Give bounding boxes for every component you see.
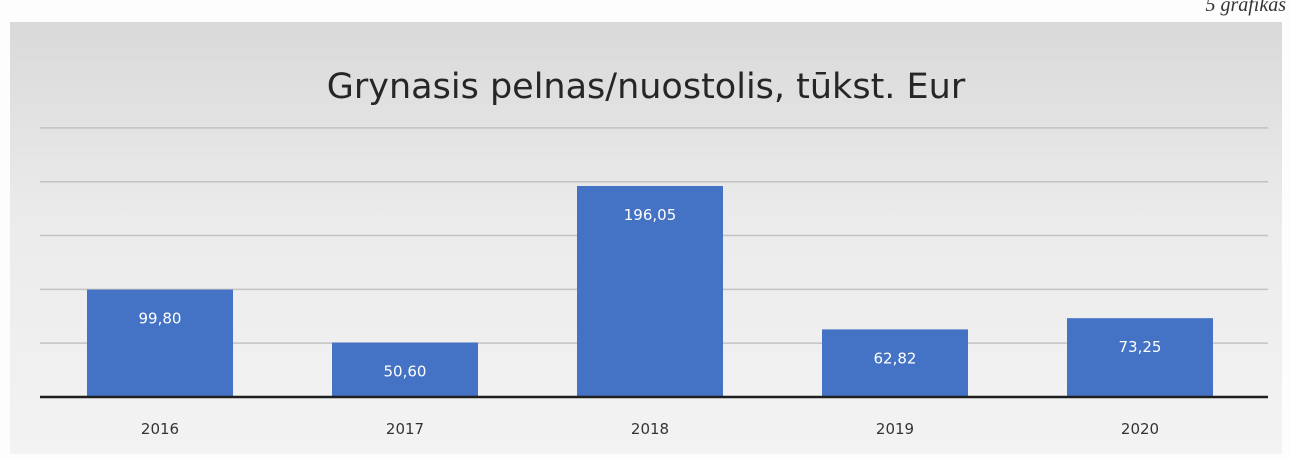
x-tick-label-2016: 2016: [141, 420, 179, 438]
x-tick-label-2018: 2018: [631, 420, 669, 438]
bar-value-label-2018: 196,05: [624, 206, 677, 224]
bar-2019: [822, 329, 968, 397]
bar-2020: [1067, 318, 1213, 397]
chart-title: Grynasis pelnas/nuostolis, tūkst. Eur: [326, 67, 966, 107]
x-tick-label-2019: 2019: [876, 420, 914, 438]
chart-panel: Grynasis pelnas/nuostolis, tūkst. Eur 99…: [10, 22, 1282, 454]
bar-chart: 99,80 2016 50,60 2017 196,05 2018 62,82 2019 73,…: [40, 127, 1268, 438]
bar-value-label-2016: 99,80: [139, 310, 182, 328]
bar-value-label-2017: 50,60: [384, 363, 427, 381]
bar-2017: [332, 342, 478, 397]
x-tick-label-2017: 2017: [386, 420, 424, 438]
x-tick-label-2020: 2020: [1121, 420, 1159, 438]
bar-2016: [87, 289, 233, 397]
chart-caption: 5 grafikas: [1205, 0, 1286, 16]
bar-value-label-2020: 73,25: [1119, 338, 1162, 356]
bar-2018: [577, 186, 723, 397]
bar-value-label-2019: 62,82: [874, 349, 917, 367]
